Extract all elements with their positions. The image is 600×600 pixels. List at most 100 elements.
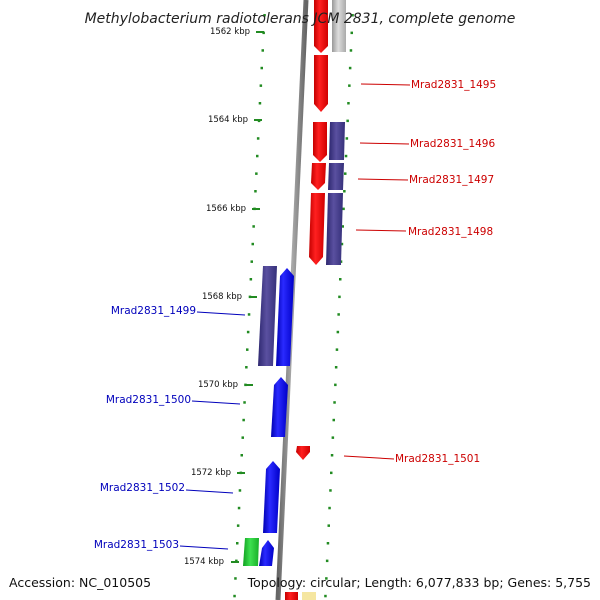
gene-label[interactable]: Mrad2831_1497 [409, 174, 494, 186]
minor-tick [337, 313, 340, 316]
gene-arrow[interactable] [296, 446, 310, 460]
gene-arrow[interactable] [326, 193, 343, 265]
minor-tick [238, 489, 242, 492]
leader-line [355, 229, 407, 232]
minor-tick [344, 172, 347, 175]
minor-tick [343, 190, 346, 193]
minor-tick [246, 348, 249, 351]
rna-feature[interactable] [243, 538, 259, 566]
minor-tick [340, 242, 344, 246]
minor-tick [350, 31, 353, 35]
leader-line [359, 142, 410, 145]
scale-tick-labels: 1562 kbp 1564 kbp 1566 kbp 1568 kbp 1570… [184, 27, 250, 567]
gene-arrow[interactable] [328, 163, 344, 190]
minor-tick [250, 260, 253, 263]
gene-arrow[interactable] [311, 163, 326, 190]
minor-tick [243, 401, 246, 404]
leader-line [343, 455, 395, 460]
minor-tick [256, 154, 259, 158]
minor-tick [255, 172, 258, 175]
leader-line [191, 400, 241, 405]
gene-label[interactable]: Mrad2831_1498 [408, 226, 493, 238]
minor-tick [330, 471, 333, 475]
tick-label: 1568 kbp [202, 292, 242, 302]
gene-label[interactable]: Mrad2831_1502 [100, 482, 185, 494]
minor-tick [236, 542, 239, 545]
reverse-gene-labels: Mrad2831_1499 Mrad2831_1500 Mrad2831_150… [94, 305, 246, 551]
gene-arrow[interactable] [314, 0, 328, 53]
minor-tick [348, 66, 352, 70]
minor-tick [324, 594, 327, 598]
gene-arrow[interactable] [271, 377, 288, 437]
minor-tick [346, 119, 349, 123]
minor-tick [339, 278, 342, 281]
minor-tick [348, 84, 351, 87]
forward-features [285, 0, 346, 600]
minor-tick [260, 66, 263, 70]
minor-tick [236, 524, 240, 527]
gene-arrow[interactable] [314, 55, 328, 112]
tick-label: 1564 kbp [208, 115, 248, 125]
minor-tick [325, 559, 329, 563]
minor-tick [240, 454, 243, 457]
minor-tick [344, 154, 348, 158]
minor-tick [263, 14, 266, 17]
gene-label[interactable]: Mrad2831_1503 [94, 539, 179, 551]
gene-arrow[interactable] [313, 122, 327, 162]
accession-text: Accession: NC_010505 [9, 575, 151, 590]
minor-tick [242, 418, 245, 422]
tick-label: 1572 kbp [191, 468, 231, 478]
gene-label[interactable]: Mrad2831_1496 [410, 138, 495, 150]
gene-arrow[interactable] [285, 592, 298, 600]
tick-label: 1574 kbp [184, 557, 224, 567]
minor-tick [327, 524, 330, 527]
minor-tick [331, 436, 335, 439]
leader-line [360, 83, 411, 86]
minor-tick [245, 366, 248, 369]
minor-tick [329, 489, 332, 492]
minor-tick [345, 137, 349, 140]
forward-gene-labels: Mrad2831_1495 Mrad2831_1496 Mrad2831_149… [343, 79, 496, 465]
minor-tick [234, 577, 237, 580]
minor-tick [254, 190, 257, 193]
gene-arrow[interactable] [276, 268, 294, 366]
gene-arrow[interactable] [332, 0, 346, 52]
leader-line [185, 489, 234, 494]
gene-label[interactable]: Mrad2831_1501 [395, 453, 480, 465]
leader-line [357, 178, 409, 181]
minor-tick [328, 506, 331, 510]
minor-tick [261, 49, 264, 52]
gene-arrow[interactable] [309, 193, 325, 265]
gene-arrow[interactable] [302, 592, 316, 600]
minor-tick [325, 577, 328, 580]
gene-arrow[interactable] [329, 122, 345, 160]
minor-tick [252, 225, 255, 228]
gene-arrow[interactable] [258, 266, 277, 366]
tick-label: 1570 kbp [198, 380, 238, 390]
minor-tick [251, 242, 254, 246]
minor-tick [237, 506, 241, 510]
minor-tick [349, 49, 353, 52]
minor-tick [235, 559, 238, 563]
scale-ticks [231, 31, 264, 563]
genome-summary: Topology: circular; Length: 6,077,833 bp… [247, 575, 591, 590]
tick-label: 1562 kbp [210, 27, 250, 37]
gene-label[interactable]: Mrad2831_1500 [106, 394, 191, 406]
minor-tick [347, 102, 350, 105]
gene-label[interactable]: Mrad2831_1495 [411, 79, 496, 91]
gene-label[interactable]: Mrad2831_1499 [111, 305, 196, 317]
leader-line [179, 545, 229, 550]
minor-tick [326, 542, 330, 545]
minor-tick [258, 102, 262, 105]
gene-arrow[interactable] [263, 461, 280, 533]
minor-tick [351, 14, 354, 17]
minor-tick [246, 330, 250, 334]
minor-tick [333, 401, 336, 404]
leader-line [196, 311, 246, 316]
minor-tick [241, 436, 244, 439]
minor-tick [336, 330, 340, 334]
tick-label: 1566 kbp [206, 204, 246, 214]
minor-tick [256, 137, 260, 140]
gene-arrow[interactable] [259, 540, 274, 566]
